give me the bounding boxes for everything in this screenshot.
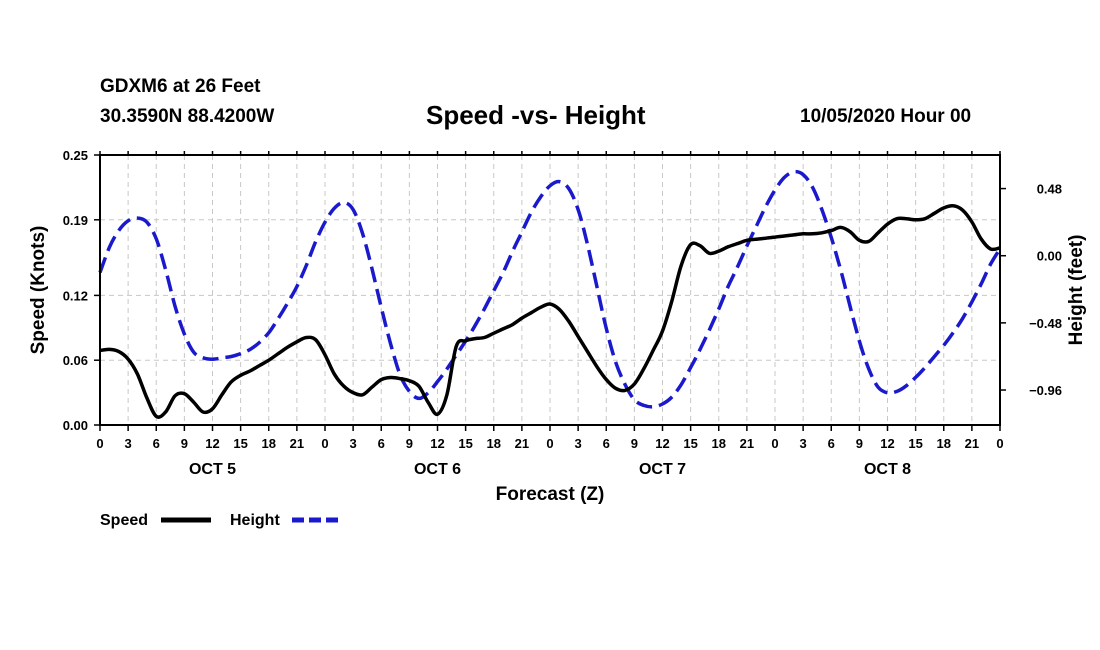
y-tick-label: 0.06	[63, 353, 88, 368]
day-label: OCT 7	[639, 461, 686, 478]
gridlines	[100, 155, 1000, 425]
forecast-date-label: 10/05/2020 Hour 00	[800, 106, 972, 127]
chart-title: Speed -vs- Height	[426, 100, 646, 130]
series-line-speed	[99, 203, 1001, 419]
x-tick-label: 3	[575, 436, 582, 451]
y2-tick-label: 0.00	[1037, 249, 1062, 264]
x-tick-label: 0	[321, 436, 328, 451]
series-line-height	[98, 169, 1002, 409]
x-tick-label: 3	[125, 436, 132, 451]
coordinates-label: 30.3590N 88.4200W	[100, 106, 275, 127]
axis-ticks	[94, 151, 1006, 431]
y-axis-title-right: Height (feet)	[1066, 235, 1087, 346]
y-tick-label: 0.25	[63, 148, 88, 163]
y-tick-label: 0.19	[63, 213, 88, 228]
day-label: OCT 5	[189, 461, 236, 478]
x-tick-label: 12	[880, 436, 894, 451]
x-tick-label: 0	[96, 436, 103, 451]
legend: Speed Height	[100, 512, 342, 529]
x-tick-label: 21	[965, 436, 979, 451]
x-tick-label: 15	[908, 436, 922, 451]
y2-tick-label: −0.48	[1029, 316, 1062, 331]
x-tick-label: 15	[683, 436, 697, 451]
x-tick-label: 18	[937, 436, 951, 451]
axis-labels: 0 3 6 9 12 15 18 21 0 3 6 9 12 15 18 21 0 3 6 9 12 15 18 21 0 3 6 9…	[63, 148, 1062, 478]
x-tick-label: 0	[546, 436, 553, 451]
day-label: OCT 6	[414, 461, 461, 478]
x-tick-label: 12	[655, 436, 669, 451]
x-tick-label: 0	[996, 436, 1003, 451]
x-tick-label: 18	[262, 436, 276, 451]
x-tick-label: 15	[458, 436, 472, 451]
x-axis-title: Forecast (Z)	[496, 484, 605, 505]
x-tick-label: 21	[740, 436, 754, 451]
x-tick-label: 21	[290, 436, 304, 451]
y2-tick-label: −0.96	[1029, 383, 1062, 398]
y-tick-label: 0.12	[63, 288, 88, 303]
x-tick-label: 6	[603, 436, 610, 451]
x-tick-label: 18	[487, 436, 501, 451]
x-tick-label: 12	[205, 436, 219, 451]
x-tick-label: 6	[828, 436, 835, 451]
x-tick-label: 6	[378, 436, 385, 451]
x-tick-label: 15	[233, 436, 247, 451]
station-label: GDXM6 at 26 Feet	[100, 76, 261, 97]
x-tick-label: 9	[856, 436, 863, 451]
series-layer	[98, 169, 1002, 419]
y-tick-label: 0.00	[63, 418, 88, 433]
x-tick-label: 0	[771, 436, 778, 451]
legend-label-height: Height	[230, 512, 280, 529]
legend-label-speed: Speed	[100, 512, 148, 529]
x-tick-label: 9	[181, 436, 188, 451]
x-tick-label: 3	[800, 436, 807, 451]
day-label: OCT 8	[864, 461, 911, 478]
x-tick-label: 18	[712, 436, 726, 451]
x-tick-label: 12	[430, 436, 444, 451]
x-tick-label: 21	[515, 436, 529, 451]
x-tick-label: 3	[350, 436, 357, 451]
y-axis-title-left: Speed (Knots)	[28, 226, 49, 355]
x-tick-label: 6	[153, 436, 160, 451]
x-tick-label: 9	[406, 436, 413, 451]
x-tick-label: 9	[631, 436, 638, 451]
y2-tick-label: 0.48	[1037, 182, 1062, 197]
